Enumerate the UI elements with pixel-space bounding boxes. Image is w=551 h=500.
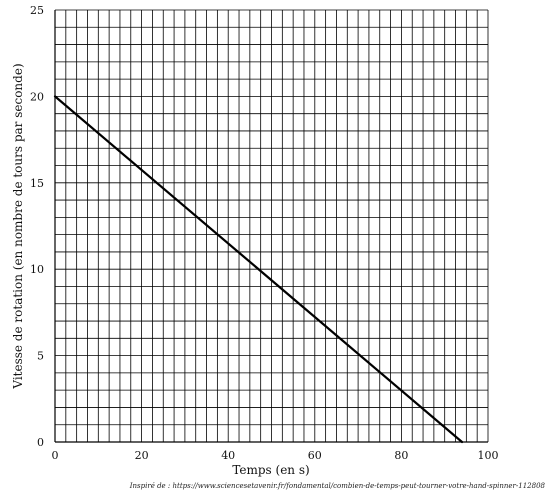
y-tick-label: 20 bbox=[30, 90, 44, 103]
axes bbox=[54, 10, 488, 443]
series-line bbox=[53, 95, 464, 444]
x-tick-label: 60 bbox=[308, 449, 322, 462]
y-tick-label: 15 bbox=[30, 177, 44, 190]
x-tick-label: 20 bbox=[135, 449, 149, 462]
x-tick-label: 80 bbox=[394, 449, 408, 462]
x-tick-label: 100 bbox=[478, 449, 499, 462]
x-tick-label: 0 bbox=[52, 449, 59, 462]
y-tick-label: 25 bbox=[30, 4, 44, 17]
y-tick-label: 0 bbox=[37, 436, 44, 449]
x-tick-label: 40 bbox=[221, 449, 235, 462]
y-axis-label: Vitesse de rotation (en nombre de tours … bbox=[11, 63, 25, 389]
series-group bbox=[53, 95, 464, 444]
grid bbox=[54, 9, 489, 443]
x-axis-label: Temps (en s) bbox=[232, 463, 309, 477]
source-note: Inspiré de : https://www.sciencesetaveni… bbox=[129, 482, 545, 490]
y-tick-label: 5 bbox=[37, 350, 44, 363]
y-tick-label: 10 bbox=[30, 263, 44, 276]
tick-labels: 0 20 40 60 80 100 0 5 10 15 20 25 bbox=[30, 4, 499, 462]
